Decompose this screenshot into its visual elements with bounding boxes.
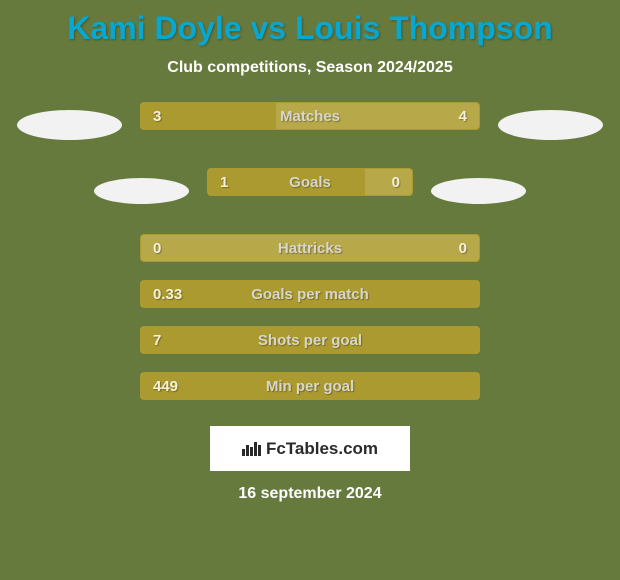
stat-right-value: 0 [392, 174, 400, 191]
comparison-infographic: Kami Doyle vs Louis Thompson Club compet… [0, 0, 620, 580]
stat-right-value: 4 [459, 108, 467, 125]
stat-label: Min per goal [141, 378, 479, 395]
stat-bar: 3 Matches 4 [140, 102, 480, 130]
logo: FcTables.com [242, 439, 378, 459]
logo-text: FcTables.com [266, 439, 378, 459]
player-left-badge [17, 110, 122, 140]
stat-bar: 449 Min per goal [140, 372, 480, 400]
stat-row-goals: 1 Goals 0 [0, 168, 620, 214]
stat-right-value: 0 [459, 240, 467, 257]
stat-bar: 0 Hattricks 0 [140, 234, 480, 262]
stat-label: Matches [141, 108, 479, 125]
stat-bar: 1 Goals 0 [207, 168, 413, 196]
simple-stat-rows: 0 Hattricks 0 0.33 Goals per match 7 Sho… [140, 234, 480, 418]
player-left-badge-small [94, 178, 189, 204]
stat-bar: 0.33 Goals per match [140, 280, 480, 308]
logo-box: FcTables.com [210, 426, 410, 471]
player-right-badge-small [431, 178, 526, 204]
stat-label: Shots per goal [141, 332, 479, 349]
stat-label: Hattricks [141, 240, 479, 257]
stat-row-matches: 3 Matches 4 [0, 102, 620, 148]
date-text: 16 september 2024 [238, 485, 381, 503]
bars-icon [242, 442, 261, 456]
page-title: Kami Doyle vs Louis Thompson [67, 10, 552, 47]
stat-label: Goals [208, 174, 412, 191]
stat-bar: 7 Shots per goal [140, 326, 480, 354]
subtitle: Club competitions, Season 2024/2025 [167, 59, 452, 77]
stats-area: 3 Matches 4 1 Goals 0 0 Hattricks 0 [0, 102, 620, 503]
player-right-badge [498, 110, 603, 140]
stat-label: Goals per match [141, 286, 479, 303]
